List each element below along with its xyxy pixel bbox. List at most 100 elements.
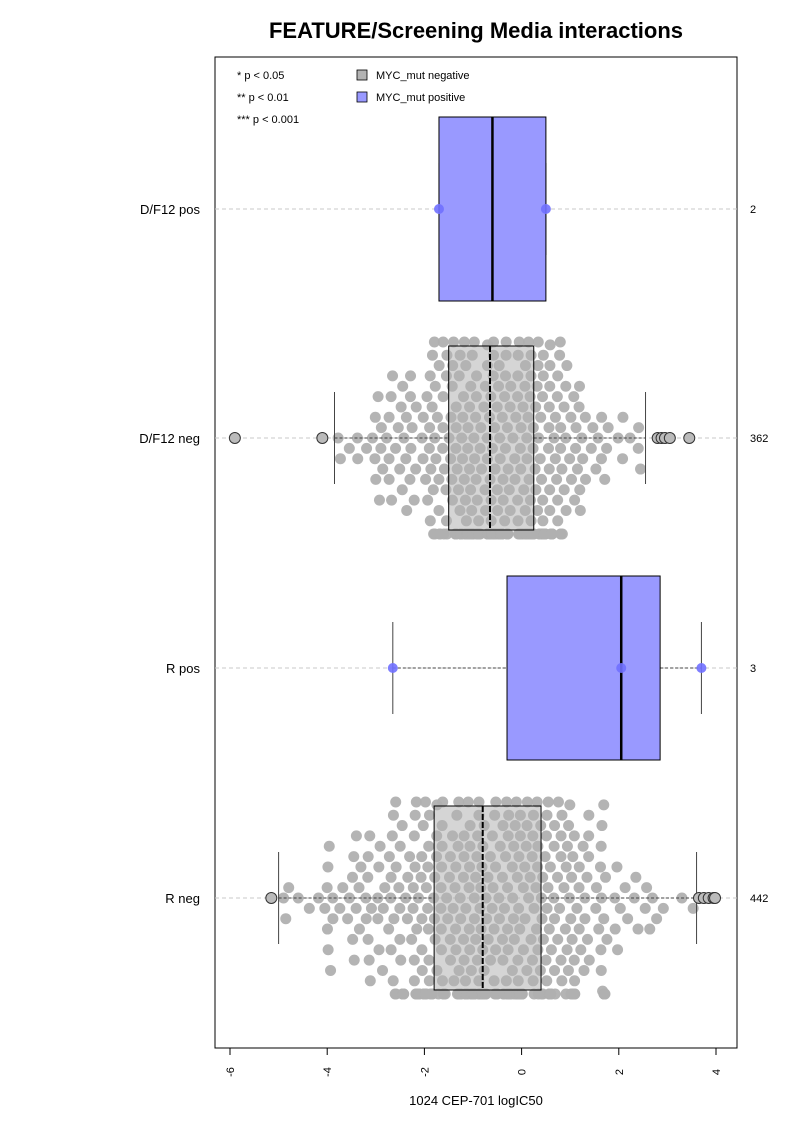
data-point <box>426 401 438 413</box>
data-point <box>548 840 560 852</box>
data-point <box>541 902 553 914</box>
data-point <box>364 975 376 987</box>
data-point <box>555 422 567 434</box>
data-point <box>563 820 575 832</box>
data-point <box>374 840 386 852</box>
data-point <box>422 494 434 506</box>
x-axis-label: 1024 CEP-701 logIC50 <box>409 1093 543 1108</box>
data-point <box>430 453 442 465</box>
data-point <box>595 453 607 465</box>
data-point <box>387 663 398 673</box>
data-point <box>568 391 580 403</box>
data-point <box>598 799 610 811</box>
data-point <box>407 902 419 914</box>
data-point <box>375 442 387 454</box>
data-point <box>361 442 373 454</box>
x-tick-label: 4 <box>711 1069 723 1075</box>
data-point <box>386 494 398 506</box>
data-point <box>490 796 502 808</box>
data-point <box>423 954 435 966</box>
data-point <box>533 432 545 444</box>
data-point <box>325 964 337 976</box>
data-point <box>552 871 564 883</box>
data-point <box>580 473 592 485</box>
data-point <box>628 892 640 904</box>
data-point <box>423 840 435 852</box>
data-point <box>377 463 389 475</box>
data-point <box>394 902 406 914</box>
data-point <box>552 796 564 808</box>
data-point <box>552 515 564 527</box>
data-point <box>536 473 548 485</box>
data-point <box>577 453 589 465</box>
data-point <box>554 349 566 361</box>
data-point <box>407 882 419 894</box>
data-point <box>544 861 556 873</box>
data-point <box>561 944 573 956</box>
sig-key-1: * p < 0.05 <box>237 70 284 82</box>
data-point <box>563 892 575 904</box>
data-point <box>579 411 591 423</box>
data-point <box>599 988 611 1000</box>
data-point <box>441 528 453 540</box>
data-point <box>362 933 374 945</box>
data-point <box>554 902 566 914</box>
data-point <box>583 830 595 842</box>
data-point <box>560 504 572 516</box>
data-point <box>429 380 441 392</box>
data-point <box>560 861 572 873</box>
data-point <box>537 349 549 361</box>
data-point <box>635 463 647 475</box>
data-point <box>421 391 433 403</box>
data-point <box>372 913 384 925</box>
data-point <box>437 796 449 808</box>
data-point <box>488 336 500 348</box>
data-point <box>355 861 367 873</box>
data-point <box>383 411 395 423</box>
data-point <box>502 528 514 540</box>
data-point <box>383 473 395 485</box>
data-point <box>390 861 402 873</box>
data-point <box>595 840 607 852</box>
data-point <box>567 851 579 863</box>
data-point <box>416 944 428 956</box>
data-point <box>614 902 626 914</box>
data-point <box>573 380 585 392</box>
data-point <box>386 830 398 842</box>
chart-title: FEATURE/Screening Media interactions <box>269 18 683 43</box>
data-point <box>422 902 434 914</box>
data-point <box>383 923 395 935</box>
data-point <box>428 336 440 348</box>
data-point <box>406 422 418 434</box>
x-tick-label: 0 <box>517 1069 529 1075</box>
data-point <box>575 944 587 956</box>
data-point <box>377 902 389 914</box>
data-point <box>372 892 384 904</box>
data-point <box>365 902 377 914</box>
data-point <box>609 923 621 935</box>
group-count: 3 <box>750 663 756 675</box>
data-point <box>552 494 564 506</box>
data-point <box>458 336 470 348</box>
data-point <box>566 871 578 883</box>
sig-key-3: *** p < 0.001 <box>237 114 299 126</box>
data-point <box>562 964 574 976</box>
data-point <box>633 422 645 434</box>
data-point <box>408 830 420 842</box>
data-point <box>404 851 416 863</box>
data-point <box>543 463 555 475</box>
data-point <box>564 799 576 811</box>
data-point <box>420 473 432 485</box>
data-point <box>400 411 412 423</box>
data-point <box>555 954 567 966</box>
data-point <box>612 432 624 444</box>
data-point <box>556 975 568 987</box>
data-point <box>558 484 570 496</box>
data-point <box>539 851 551 863</box>
data-point <box>555 830 567 842</box>
data-point <box>431 411 443 423</box>
legend: * p < 0.05 ** p < 0.01 *** p < 0.001 MYC… <box>237 69 470 126</box>
data-point <box>571 463 583 475</box>
data-point <box>630 871 642 883</box>
